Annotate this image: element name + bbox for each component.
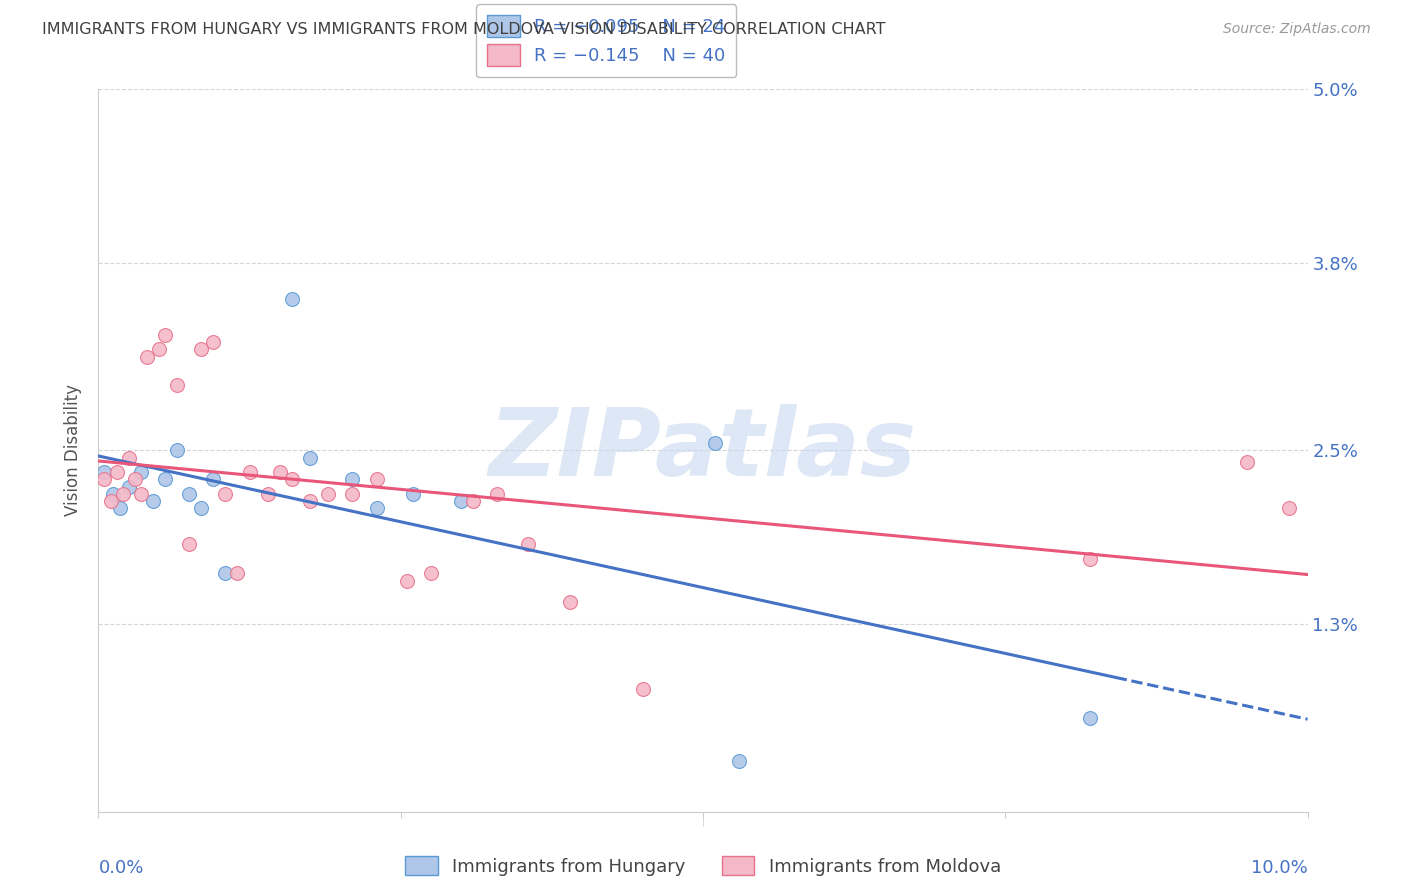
Point <box>202 334 225 349</box>
Point <box>226 566 249 581</box>
Point <box>631 681 654 696</box>
Y-axis label: Vision Disability: Vision Disability <box>65 384 83 516</box>
Point <box>558 595 581 609</box>
Point <box>153 327 176 342</box>
Point <box>166 443 188 458</box>
Text: IMMIGRANTS FROM HUNGARY VS IMMIGRANTS FROM MOLDOVA VISION DISABILITY CORRELATION: IMMIGRANTS FROM HUNGARY VS IMMIGRANTS FR… <box>42 22 886 37</box>
Point <box>269 465 291 479</box>
Point <box>299 450 322 465</box>
Point <box>516 537 538 551</box>
Legend: R = −0.095    N = 24, R = −0.145    N = 40: R = −0.095 N = 24, R = −0.145 N = 40 <box>477 4 737 78</box>
Point <box>402 487 425 501</box>
Point <box>129 465 152 479</box>
Point <box>256 487 278 501</box>
Text: ZIPatlas: ZIPatlas <box>489 404 917 497</box>
Point <box>214 487 236 501</box>
Point <box>281 472 304 486</box>
Point <box>299 494 322 508</box>
Text: 0.0%: 0.0% <box>98 859 143 877</box>
Point <box>366 501 388 516</box>
Point <box>190 343 212 357</box>
Point <box>135 350 157 364</box>
Point <box>105 465 128 479</box>
Point <box>366 472 388 486</box>
Point <box>129 487 152 501</box>
Text: 10.0%: 10.0% <box>1251 859 1308 877</box>
Point <box>93 465 115 479</box>
Point <box>463 494 485 508</box>
Point <box>1078 711 1101 725</box>
Point <box>108 501 131 516</box>
Point <box>420 566 443 581</box>
Point <box>179 537 201 551</box>
Point <box>111 487 134 501</box>
Point <box>239 465 262 479</box>
Point <box>214 566 236 581</box>
Point <box>124 472 146 486</box>
Point <box>202 472 225 486</box>
Legend: Immigrants from Hungary, Immigrants from Moldova: Immigrants from Hungary, Immigrants from… <box>398 849 1008 883</box>
Point <box>118 480 141 494</box>
Point <box>342 472 364 486</box>
Point <box>93 472 115 486</box>
Point <box>486 487 509 501</box>
Point <box>450 494 472 508</box>
Point <box>190 501 212 516</box>
Point <box>281 292 304 306</box>
Point <box>148 343 170 357</box>
Point <box>1278 501 1301 516</box>
Point <box>1078 551 1101 566</box>
Point <box>728 754 751 768</box>
Point <box>1236 455 1258 469</box>
Point <box>142 494 165 508</box>
Point <box>395 574 418 588</box>
Point <box>179 487 201 501</box>
Text: Source: ZipAtlas.com: Source: ZipAtlas.com <box>1223 22 1371 37</box>
Point <box>342 487 364 501</box>
Point <box>704 436 727 450</box>
Point <box>153 472 176 486</box>
Point <box>316 487 339 501</box>
Point <box>101 487 124 501</box>
Point <box>118 450 141 465</box>
Point <box>166 378 188 392</box>
Point <box>100 494 122 508</box>
